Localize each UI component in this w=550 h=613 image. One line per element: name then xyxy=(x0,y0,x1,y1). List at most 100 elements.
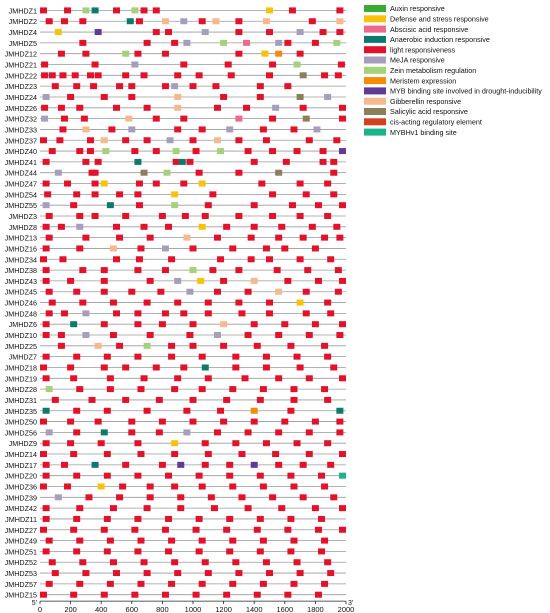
motif-box xyxy=(195,72,203,79)
motif-box xyxy=(128,126,136,133)
motif-box xyxy=(180,364,188,371)
gene-label: JMHDZ17 xyxy=(5,461,37,470)
motif-box xyxy=(174,72,182,79)
motif-box xyxy=(40,418,47,425)
motif-box xyxy=(54,169,62,176)
motif-box xyxy=(318,472,326,479)
gene-label: JMHDZ34 xyxy=(5,255,37,264)
motif-box xyxy=(273,267,281,274)
motif-box xyxy=(339,472,346,479)
motif-box xyxy=(137,451,145,458)
gene-label: JMHDZ53 xyxy=(5,569,37,578)
motif-box xyxy=(152,7,160,14)
motif-box xyxy=(293,353,301,360)
motif-box xyxy=(198,353,206,360)
motif-box xyxy=(269,191,277,198)
motif-box xyxy=(321,580,329,587)
gene-row: JMHDZ55 xyxy=(5,201,346,210)
motif-box xyxy=(302,191,310,198)
motif-box xyxy=(45,537,53,544)
motif-box xyxy=(183,407,191,414)
gene-row: JMHDZ44 xyxy=(5,169,346,178)
motif-box xyxy=(116,494,124,501)
motif-box xyxy=(45,310,53,317)
motif-box xyxy=(296,212,304,219)
motif-box xyxy=(223,223,231,230)
motif-box xyxy=(106,580,114,587)
motif-box xyxy=(302,310,310,317)
motif-box xyxy=(336,18,344,25)
motif-box xyxy=(168,580,176,587)
motif-box xyxy=(269,494,277,501)
motif-box xyxy=(189,137,197,144)
gene-label: JMHDZ45 xyxy=(5,288,37,297)
motif-box xyxy=(180,115,188,122)
motif-box xyxy=(262,137,270,144)
motif-box xyxy=(293,440,301,447)
motif-box xyxy=(79,559,87,566)
gene-row: JMHDZ16 xyxy=(5,244,346,253)
motif-box xyxy=(333,223,341,230)
motif-box xyxy=(287,342,295,349)
motif-box xyxy=(305,137,313,144)
motif-box xyxy=(54,494,62,501)
gene-row: JMHDZ47 xyxy=(5,180,346,189)
gene-row: JMHDZ23 xyxy=(5,82,346,91)
motif-box xyxy=(64,180,72,187)
motif-box xyxy=(266,256,273,263)
motif-box xyxy=(94,158,102,165)
motif-box xyxy=(321,234,329,241)
motif-box xyxy=(64,7,72,14)
motif-box xyxy=(226,472,234,479)
gene-label: JMHDZ8 xyxy=(9,223,37,232)
motif-box xyxy=(220,418,228,425)
motif-box xyxy=(73,407,81,414)
motif-box xyxy=(213,137,221,144)
motif-box xyxy=(244,429,252,436)
motif-box xyxy=(195,548,203,555)
gene-row: JMHDZ11 xyxy=(5,515,346,524)
motif-box xyxy=(135,180,143,187)
gene-label: JMHDZ12 xyxy=(5,50,37,59)
gene-label: JMHDZ27 xyxy=(5,526,37,535)
motif-box xyxy=(165,223,173,230)
motif-box xyxy=(42,93,50,100)
motif-box xyxy=(327,310,335,317)
motif-box xyxy=(275,429,283,436)
motif-box xyxy=(321,537,329,544)
legend-swatch xyxy=(364,25,386,33)
motif-box xyxy=(140,169,148,176)
motif-box xyxy=(42,548,50,555)
motif-box xyxy=(41,104,49,111)
gene-row: JMHDZ25 xyxy=(5,342,346,351)
x-tick-label: 1800 xyxy=(307,605,324,613)
motif-box xyxy=(79,39,87,46)
motif-box xyxy=(146,234,154,241)
motif-box xyxy=(290,396,298,403)
x-tick-label: 1400 xyxy=(246,605,263,613)
motif-box xyxy=(73,191,81,198)
gene-row: JMHDZ1 xyxy=(9,6,346,15)
gene-row: JMHDZ4 xyxy=(9,28,346,37)
motif-box xyxy=(171,483,179,490)
gene-label: JMHDZ25 xyxy=(5,342,37,351)
motif-box xyxy=(189,267,197,274)
motif-box xyxy=(171,440,179,447)
motif-box xyxy=(178,158,186,165)
motif-box xyxy=(256,83,264,90)
motif-box xyxy=(48,72,56,79)
motif-box xyxy=(198,537,206,544)
legend-swatch xyxy=(364,66,386,74)
motif-box xyxy=(226,126,234,133)
motif-box xyxy=(100,137,108,144)
motif-box xyxy=(103,451,111,458)
motif-box xyxy=(201,212,209,219)
motif-box xyxy=(168,256,176,263)
motif-box xyxy=(305,375,313,382)
motif-box xyxy=(57,104,65,111)
motif-box xyxy=(60,310,68,317)
motif-box xyxy=(232,364,240,371)
x-tick-label: 1000 xyxy=(185,605,202,613)
gene-label: JMHDZ47 xyxy=(5,180,37,189)
motif-box xyxy=(143,342,151,349)
